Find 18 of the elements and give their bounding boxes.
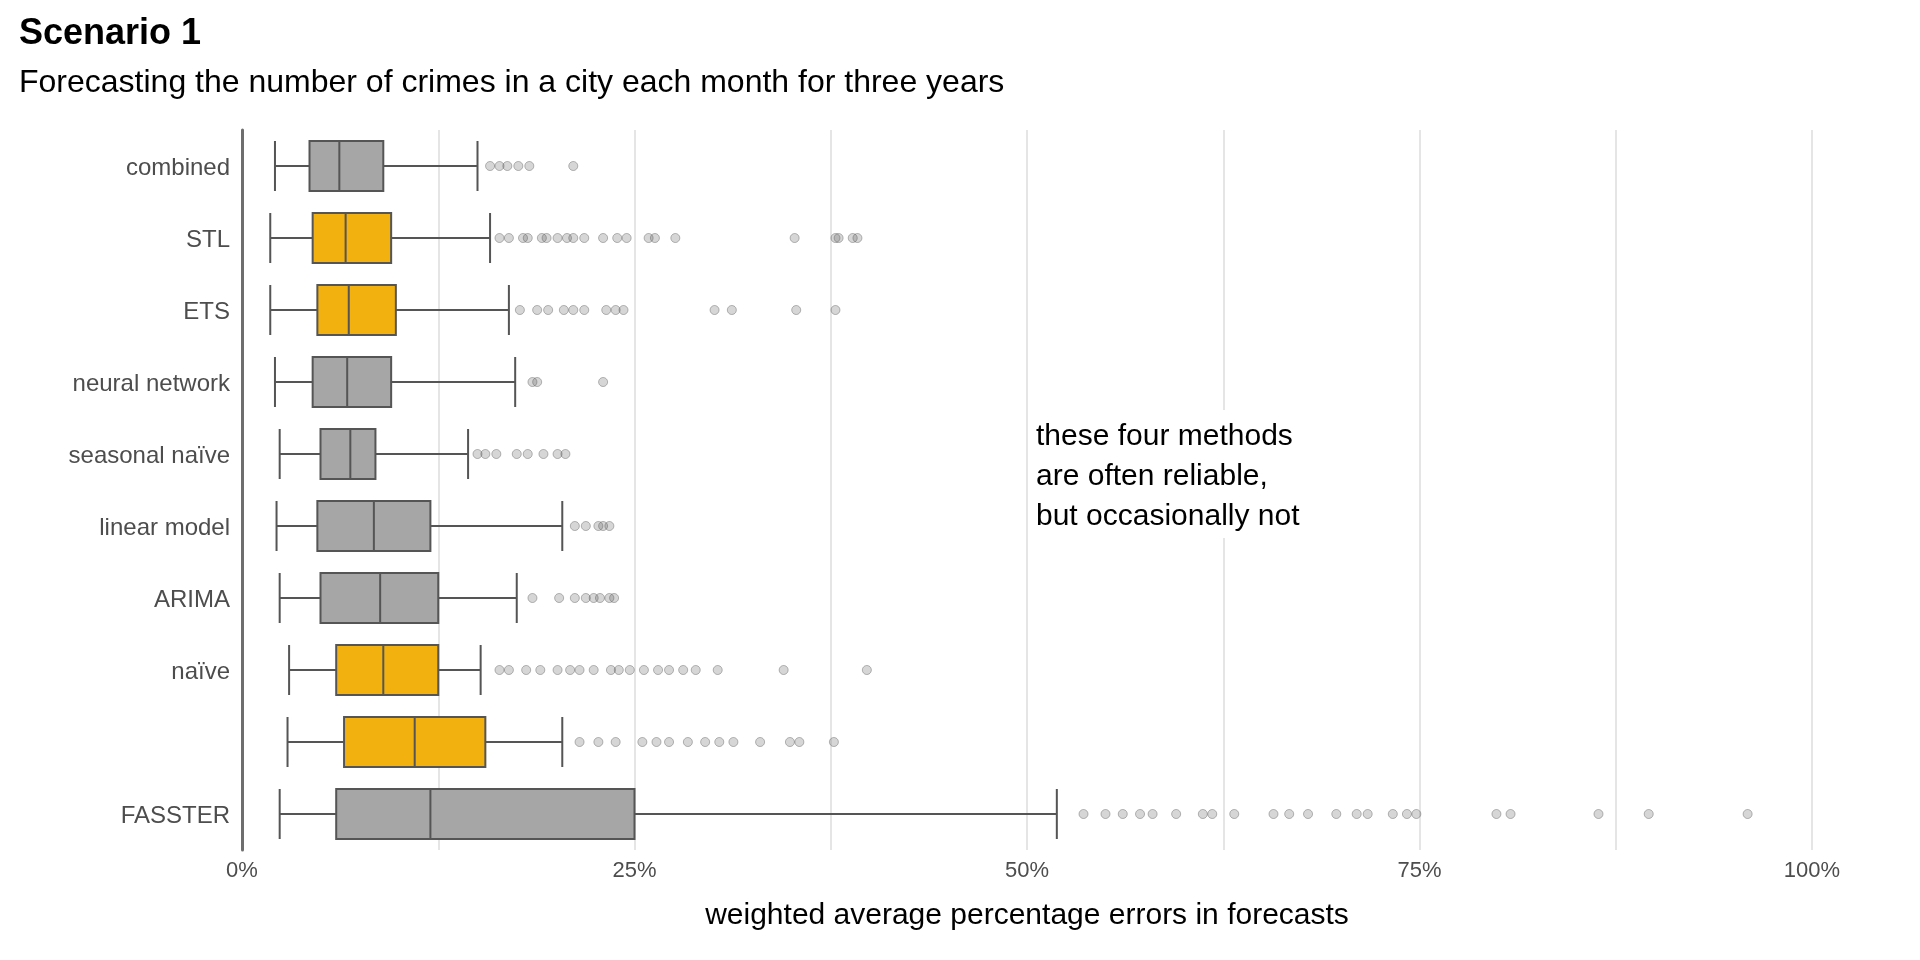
y-tick-label: naïve	[171, 656, 230, 684]
y-tick-label: STL	[185, 224, 230, 252]
annotation: these four methods are often reliable, but occasionally not	[1036, 417, 1301, 531]
y-tick-label: combined	[125, 152, 230, 180]
y-tick-label: FASSTER	[120, 800, 230, 828]
x-tick-label: 100%	[1783, 856, 1841, 882]
y-tick-label: neural network	[72, 368, 231, 396]
chart-subtitle: Forecasting the number of crimes in a city each month for three years	[19, 63, 1005, 99]
x-tick-label: 50%	[1004, 856, 1050, 882]
chart-title: Scenario 1	[19, 10, 202, 52]
y-tick-label: linear model	[99, 512, 230, 540]
x-tick-label: 0%	[226, 856, 258, 882]
y-tick-label: seasonal naïve	[68, 440, 230, 468]
y-tick-label: ARIMA	[153, 584, 230, 612]
y-tick-label: ETS	[183, 296, 230, 324]
x-tick-label: 75%	[1397, 856, 1442, 882]
x-axis-title: weighted average percentage errors in forecasts	[704, 896, 1349, 930]
x-tick-label: 25%	[612, 856, 657, 882]
